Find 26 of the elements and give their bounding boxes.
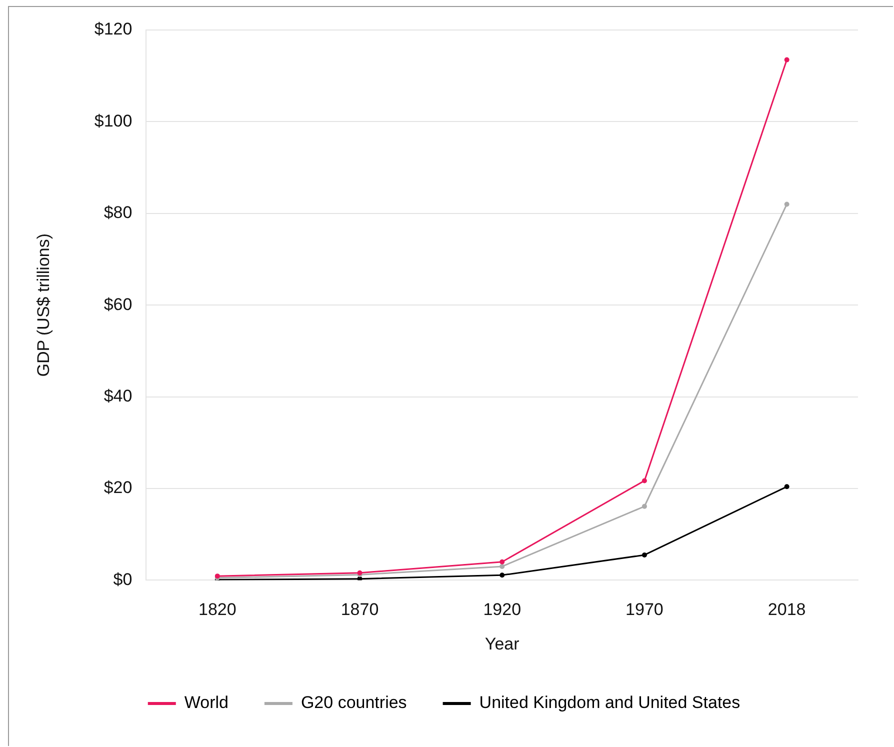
point [642, 504, 647, 509]
y-tick-label: $80 [104, 203, 132, 222]
y-tick-label: $120 [94, 20, 132, 39]
y-tick-label: $20 [104, 478, 132, 498]
legend-label: G20 countries [300, 693, 407, 712]
y-tick-label: $100 [94, 111, 132, 130]
point [784, 484, 790, 490]
y-tick-label: $60 [104, 294, 132, 314]
x-tick-label: 1970 [626, 600, 664, 620]
x-tick-label: 1920 [483, 600, 522, 620]
y-axis-title: GDP (US$ trillions) [34, 233, 53, 377]
point [500, 559, 505, 564]
x-tick-label: 1870 [340, 600, 379, 620]
point [784, 202, 790, 207]
point [784, 57, 790, 62]
legend-label: World [184, 693, 228, 712]
y-tick-label: $40 [104, 386, 132, 406]
y-tick-label: $0 [113, 570, 132, 589]
point [642, 478, 647, 484]
point [500, 572, 505, 578]
x-tick-label: 2018 [768, 600, 806, 620]
x-tick-label: 1820 [198, 600, 236, 620]
x-axis-title: Year [484, 634, 520, 654]
point [500, 564, 505, 569]
point [642, 552, 647, 558]
legend-label: United Kingdom and United States [479, 693, 740, 712]
